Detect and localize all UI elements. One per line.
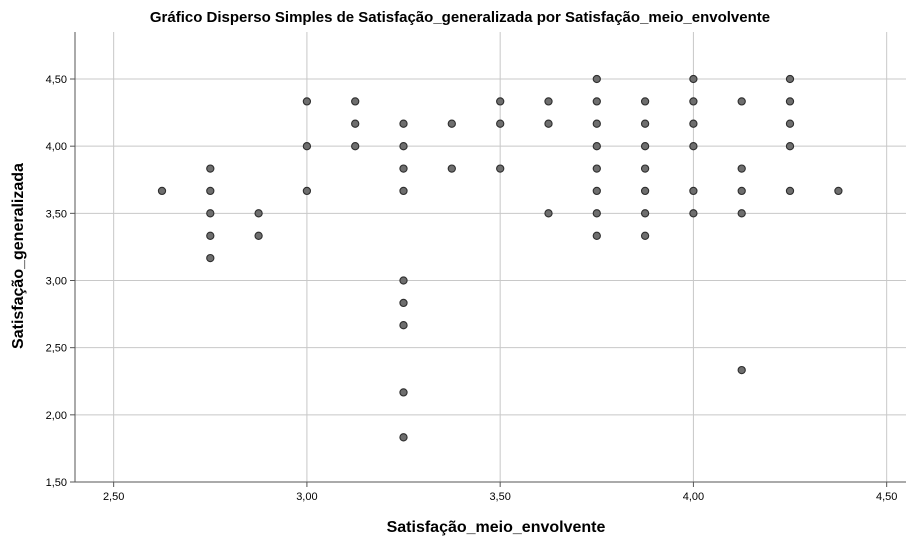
data-point — [689, 209, 698, 218]
y-tick-label: 4,50 — [46, 74, 67, 86]
data-point — [496, 119, 505, 128]
data-point — [640, 164, 650, 173]
data-point — [302, 186, 312, 196]
data-points — [157, 74, 843, 442]
data-point — [351, 119, 360, 128]
y-tick-label: 1,50 — [46, 477, 67, 489]
data-point — [640, 209, 650, 218]
data-point — [206, 186, 215, 196]
x-tick-label: 3,00 — [296, 491, 317, 503]
data-point — [592, 142, 601, 151]
data-point — [206, 209, 215, 218]
data-point — [689, 119, 698, 128]
data-point — [206, 164, 215, 173]
x-tick-label: 3,50 — [489, 491, 510, 503]
data-point — [206, 253, 215, 263]
data-point — [689, 74, 698, 84]
data-point — [737, 365, 746, 375]
data-point — [592, 209, 601, 218]
data-point — [399, 298, 408, 308]
y-tick-label: 3,00 — [46, 276, 67, 288]
data-point — [399, 433, 408, 442]
data-point — [399, 164, 408, 173]
data-point — [351, 142, 360, 151]
data-point — [157, 186, 167, 196]
data-point — [737, 97, 746, 106]
data-point — [544, 97, 553, 106]
x-tick-label: 4,50 — [876, 491, 897, 503]
data-point — [592, 186, 601, 196]
data-point — [640, 231, 650, 240]
data-point — [737, 164, 746, 173]
data-point — [689, 186, 698, 196]
data-point — [544, 119, 553, 128]
data-point — [592, 164, 601, 173]
data-point — [785, 97, 795, 106]
data-point — [737, 209, 746, 218]
data-point — [592, 97, 601, 106]
data-point — [689, 142, 698, 151]
data-point — [399, 186, 408, 196]
axes — [70, 32, 906, 487]
data-point — [834, 186, 843, 196]
x-tick-label: 2,50 — [103, 491, 124, 503]
x-tick-label: 4,00 — [683, 491, 704, 503]
data-point — [399, 119, 408, 128]
data-point — [785, 142, 795, 151]
data-point — [206, 231, 215, 240]
gridlines — [75, 32, 906, 482]
data-point — [689, 97, 698, 106]
y-axis-title: Satisfação_generalizada — [10, 163, 27, 349]
chart-title: Gráfico Disperso Simples de Satisfação_g… — [150, 9, 770, 26]
data-point — [737, 186, 746, 196]
y-tick-label: 2,50 — [46, 343, 67, 355]
y-tick-label: 2,00 — [46, 410, 67, 422]
y-tick-label: 4,00 — [46, 141, 67, 153]
data-point — [544, 209, 553, 218]
tick-labels: 2,50 3,00 3,50 4,00 4,50 1,50 2,00 2,50 3,00 3,50… — [46, 74, 898, 503]
y-tick-label: 3,50 — [46, 208, 67, 220]
x-axis-title: Satisfação_meio_envolvente — [387, 519, 606, 536]
data-point — [592, 231, 601, 240]
data-point — [496, 97, 505, 106]
data-point — [302, 142, 312, 151]
data-point — [254, 209, 263, 218]
data-point — [399, 388, 408, 397]
data-point — [640, 186, 650, 196]
data-point — [447, 119, 456, 128]
data-point — [640, 142, 650, 151]
data-point — [302, 97, 312, 106]
data-point — [447, 164, 456, 173]
data-point — [399, 276, 408, 285]
data-point — [785, 119, 795, 128]
data-point — [496, 164, 505, 173]
data-point — [399, 142, 408, 151]
data-point — [785, 74, 795, 84]
data-point — [592, 74, 601, 84]
data-point — [399, 321, 408, 330]
data-point — [640, 119, 650, 128]
data-point — [254, 231, 263, 240]
data-point — [785, 186, 795, 196]
data-point — [640, 97, 650, 106]
data-point — [351, 97, 360, 106]
data-point — [592, 119, 601, 128]
